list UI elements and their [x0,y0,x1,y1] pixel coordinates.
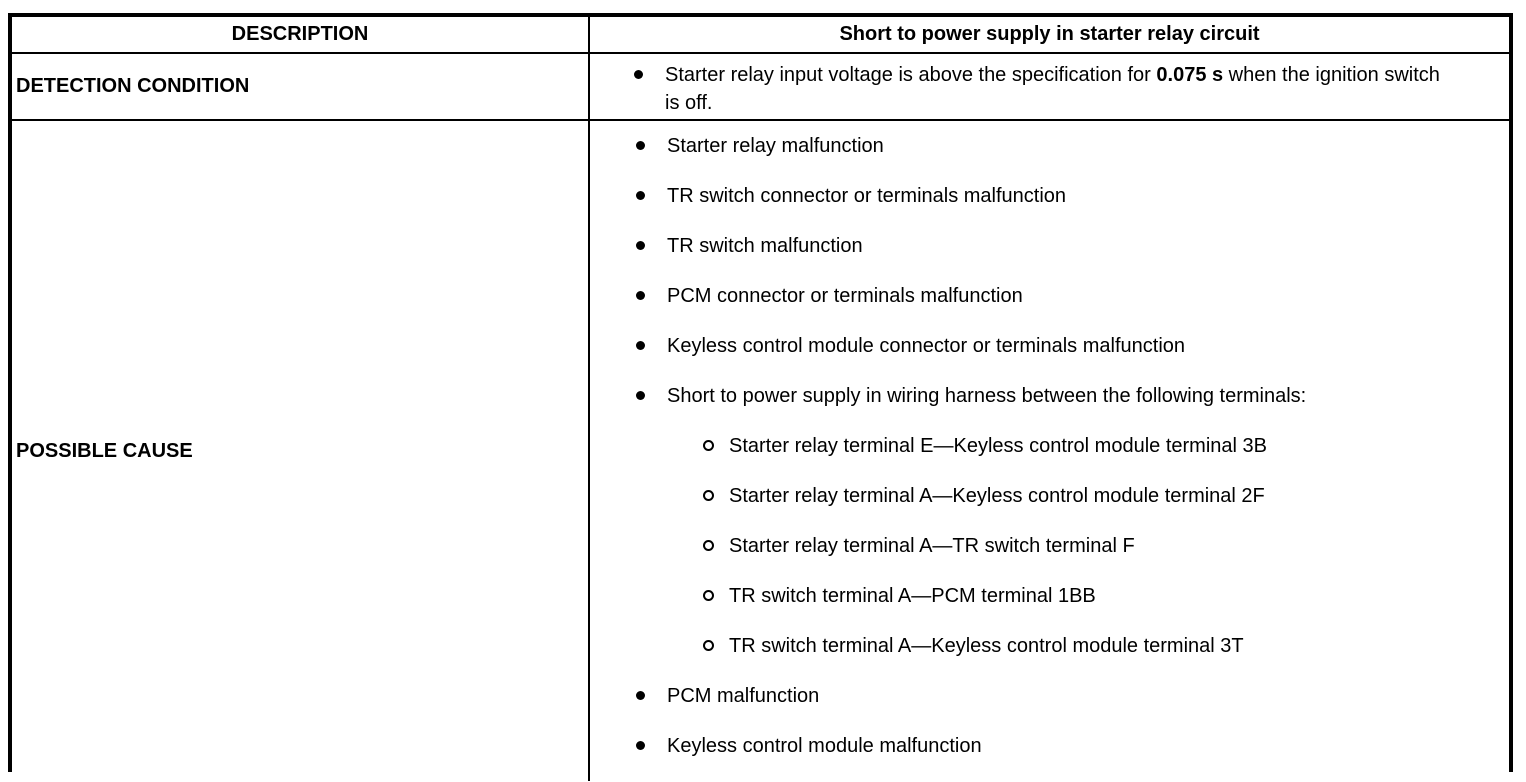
possible-cause-content-cell: Starter relay malfunction TR switch conn… [590,121,1509,781]
detection-text-pre: Starter relay input voltage is above the… [665,64,1157,86]
dtc-table: DESCRIPTION Short to power supply in sta… [8,13,1513,781]
bullet-icon [636,341,645,350]
possible-cause-label: POSSIBLE CAUSE [16,439,193,462]
sub-list-item-text: Starter relay terminal E—Keyless control… [729,435,1267,457]
header-title-cell: Short to power supply in starter relay c… [590,17,1509,54]
list-item-text: TR switch malfunction [667,235,863,257]
list-item: Keyless control module malfunction [590,731,1499,761]
bullet-icon [636,291,645,300]
hollow-circle-icon [703,590,714,601]
list-item: TR switch connector or terminals malfunc… [590,181,1499,211]
hollow-circle-icon [703,490,714,501]
list-item: PCM connector or terminals malfunction [590,281,1499,311]
detection-condition-content-cell: Starter relay input voltage is above the… [590,54,1509,121]
header-title-label: Short to power supply in starter relay c… [839,23,1260,45]
bullet-icon [636,691,645,700]
list-item-text: PCM malfunction [667,685,820,707]
hollow-circle-icon [703,640,714,651]
sub-list-item: Starter relay terminal A—Keyless control… [590,481,1499,511]
list-item-text: TR switch connector or terminals malfunc… [667,185,1067,207]
bullet-icon [636,741,645,750]
hollow-circle-icon [703,540,714,551]
sub-list-item-text: TR switch terminal A—PCM terminal 1BB [729,585,1096,607]
sub-list-item: Starter relay terminal E—Keyless control… [590,431,1499,461]
sub-list-item: Starter relay terminal A—TR switch termi… [590,531,1499,561]
list-item-text: Starter relay malfunction [667,135,884,157]
list-item-text: PCM connector or terminals malfunction [667,285,1023,307]
bullet-icon [636,141,645,150]
detection-text-post: when the ignition switch is off. [665,64,1440,114]
hollow-circle-icon [703,440,714,451]
bullet-icon [636,391,645,400]
detection-item: Starter relay input voltage is above the… [634,61,1489,117]
sub-list-item-text: Starter relay terminal A—Keyless control… [729,485,1265,507]
bullet-icon [634,70,643,79]
list-item-text: Keyless control module connector or term… [667,335,1186,357]
list-item: TR switch malfunction [590,231,1499,261]
bullet-icon [636,191,645,200]
list-item: Starter relay malfunction [590,131,1499,161]
list-item: PCM malfunction [590,681,1499,711]
list-item: Keyless control module connector or term… [590,331,1499,361]
possible-cause-label-cell: POSSIBLE CAUSE [12,121,590,781]
detection-text-bold: 0.075 s [1156,64,1224,86]
detection-condition-label-cell: DETECTION CONDITION [12,54,590,121]
list-item-text: Short to power supply in wiring harness … [667,385,1307,407]
sub-list-item: TR switch terminal A—Keyless control mod… [590,631,1499,661]
detection-condition-label: DETECTION CONDITION [16,75,250,97]
detection-text: Starter relay input voltage is above the… [665,61,1440,117]
list-item: Short to power supply in wiring harness … [590,381,1499,411]
bullet-icon [636,241,645,250]
sub-list-item: TR switch terminal A—PCM terminal 1BB [590,581,1499,611]
sub-list-item-text: TR switch terminal A—Keyless control mod… [729,635,1244,657]
sub-list-item-text: Starter relay terminal A—TR switch termi… [729,535,1135,557]
header-description-cell: DESCRIPTION [12,17,590,54]
header-description-label: DESCRIPTION [231,23,369,45]
list-item-text: Keyless control module malfunction [667,735,982,757]
